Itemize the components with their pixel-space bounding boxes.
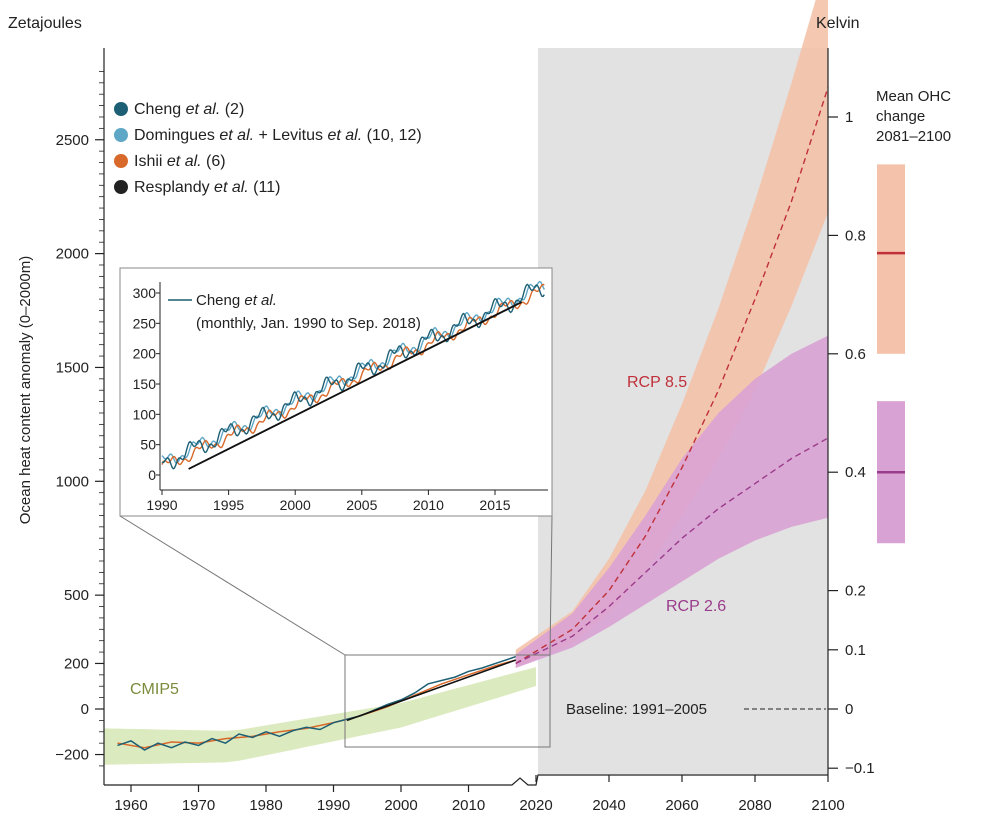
y-right-unit-label: Kelvin xyxy=(816,15,860,32)
inset-x-tick-label: 2005 xyxy=(346,497,377,513)
legend-name: Cheng xyxy=(134,101,186,118)
legend-etal: et al. xyxy=(214,179,249,196)
y-left-tick-label: 200 xyxy=(64,655,89,672)
y-left-tick-label: 1500 xyxy=(56,359,89,376)
legend-ref: (2) xyxy=(220,101,244,118)
legend-entry: Cheng et al. (2) xyxy=(134,101,244,118)
baseline-label: Baseline: 1991–2005 xyxy=(566,701,707,718)
resplandy-trend xyxy=(346,659,517,722)
inset-trend-line xyxy=(188,301,523,470)
inset-legend-note: (monthly, Jan. 1990 to Sep. 2018) xyxy=(196,315,421,332)
legend-etal: et al. xyxy=(186,101,221,118)
cheng-series xyxy=(117,655,516,751)
legend-swatch xyxy=(114,180,128,194)
zoom-box xyxy=(344,654,551,748)
y-right-tick-label: 0.8 xyxy=(845,227,866,244)
legend-etal: et al. xyxy=(323,127,362,144)
cmip5-label: CMIP5 xyxy=(130,681,179,698)
legend-entry: Domingues et al. + Levitus et al. (10, 1… xyxy=(134,127,422,144)
legend-entry: Resplandy et al. (11) xyxy=(134,179,280,196)
mean-ohc-title-line: 2081–2100 xyxy=(876,128,951,145)
rcp85-label: RCP 8.5 xyxy=(627,374,687,391)
x-tick-label: 1970 xyxy=(182,797,215,814)
legend-etal: et al. xyxy=(167,153,202,170)
legend-swatch xyxy=(114,154,128,168)
x-tick-label: 2000 xyxy=(384,797,417,814)
mean-ohc-bar-rcp85 xyxy=(877,164,905,354)
legend-swatch xyxy=(114,102,128,116)
inset-y-tick-label: 200 xyxy=(133,346,157,362)
inset-y-tick-label: 0 xyxy=(148,467,156,483)
legend-etal: et al. xyxy=(219,127,254,144)
inset-y-tick-label: 250 xyxy=(133,315,157,331)
y-left-tick-label: 2000 xyxy=(56,246,89,263)
inset-legend-label: Cheng et al. xyxy=(196,292,277,309)
legend-name: Domingues xyxy=(134,127,219,144)
legend-ref: (10, 12) xyxy=(362,127,422,144)
y-left-unit-label: Zetajoules xyxy=(8,15,82,32)
inset-frame xyxy=(119,267,553,517)
x-tick-label: 1980 xyxy=(249,797,282,814)
inset-x-tick-label: 1995 xyxy=(213,497,244,513)
y-right-tick-label: 1 xyxy=(845,109,853,126)
y-right-tick-label: 0 xyxy=(845,701,853,718)
inset-ishii-series xyxy=(161,283,545,466)
y-right-tick-label: 0.2 xyxy=(845,583,866,600)
inset-x-tick-label: 2010 xyxy=(413,497,444,513)
legend-ref: (11) xyxy=(249,179,281,196)
inset-x-tick-label: 2015 xyxy=(479,497,510,513)
x-tick-label: 1990 xyxy=(317,797,350,814)
y-left-tick-label: −200 xyxy=(55,747,89,764)
legend-ref: (6) xyxy=(202,153,226,170)
x-tick-label: 2040 xyxy=(592,797,625,814)
y-right-tick-label: 0.1 xyxy=(845,642,866,659)
legend-name: Resplandy xyxy=(134,179,214,196)
inset-legend-name: Cheng xyxy=(196,292,244,309)
x-tick-label: 2020 xyxy=(519,797,552,814)
y-axis-title: Ocean heat content anomaly (0–2000m) xyxy=(17,256,34,525)
y-right-tick-label: 0.6 xyxy=(845,346,866,363)
legend-name: Ishii xyxy=(134,153,167,170)
inset-cheng-series xyxy=(161,283,545,470)
mean-ohc-title-line: change xyxy=(876,108,925,125)
y-left-tick-label: 0 xyxy=(81,701,89,718)
y-left-tick-label: 1000 xyxy=(56,473,89,490)
inset-chart: 0 50 100 150 200 250 300 1990 1995 2000 2005 2010 20… xyxy=(119,267,553,517)
legend-entry: Ishii et al. (6) xyxy=(134,153,226,170)
x-axis xyxy=(104,774,828,786)
mean-ohc-title-line: Mean OHC xyxy=(876,88,951,105)
x-tick-label: 2100 xyxy=(811,797,844,814)
connector-left xyxy=(119,515,346,656)
y-right-tick-label: 0.4 xyxy=(845,464,866,481)
x-tick-label: 1960 xyxy=(114,797,147,814)
y-left-tick-label: 2500 xyxy=(56,132,89,149)
x-tick-label: 2060 xyxy=(665,797,698,814)
inset-y-tick-label: 50 xyxy=(140,437,156,453)
rcp26-label: RCP 2.6 xyxy=(666,598,726,615)
rcp26-mean-line xyxy=(515,437,829,665)
legend-swatch xyxy=(114,128,128,142)
rcp26-band xyxy=(515,335,828,669)
y-right-tick-label: −0.1 xyxy=(845,760,875,777)
x-tick-label: 2080 xyxy=(738,797,771,814)
connector-right xyxy=(549,515,553,656)
rcp85-band xyxy=(515,0,828,669)
legend-ref: + Levitus xyxy=(254,127,323,144)
inset-legend-etal: et al. xyxy=(244,292,277,309)
rcp85-mean-line xyxy=(515,87,829,665)
inset-y-tick-label: 300 xyxy=(133,285,157,301)
y-left-tick-label: 500 xyxy=(64,587,89,604)
inset-x-tick-label: 1990 xyxy=(146,497,177,513)
inset-y-tick-label: 150 xyxy=(133,376,157,392)
inset-x-tick-label: 2000 xyxy=(280,497,311,513)
inset-y-tick-label: 100 xyxy=(133,406,157,422)
x-tick-label: 2010 xyxy=(452,797,485,814)
